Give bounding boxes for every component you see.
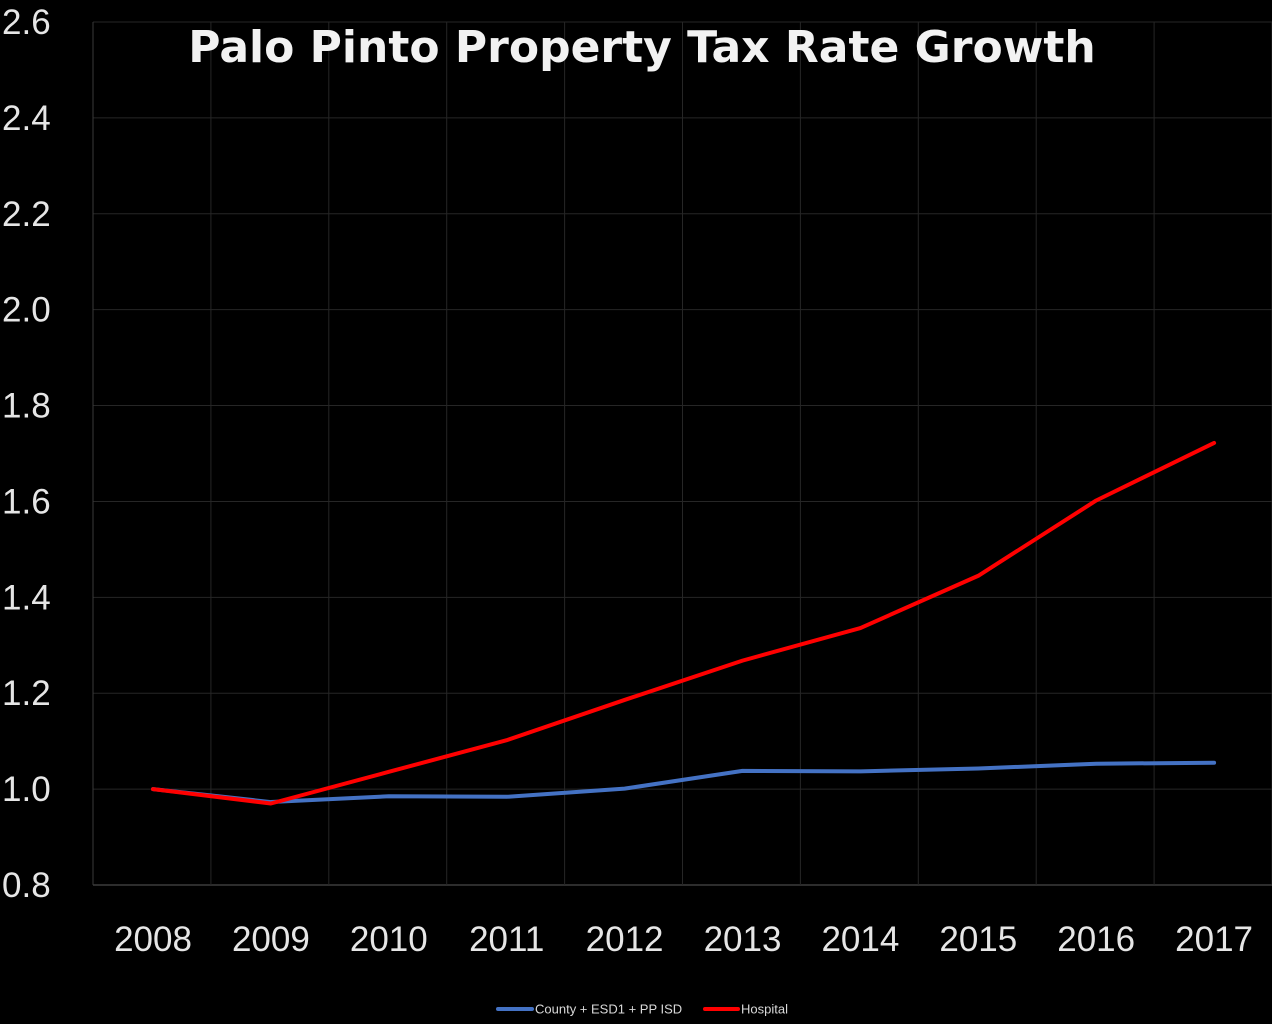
data-point: [859, 770, 862, 773]
y-axis-tick-labels: 0.8 1.0 1.2 1.4 1.6 1.8 2.0 2.2 2.4 2.6: [2, 3, 51, 905]
data-point: [623, 698, 626, 701]
legend-label: County + ESD1 + PP ISD: [535, 1002, 682, 1017]
data-point: [1095, 499, 1098, 502]
data-point: [859, 627, 862, 630]
x-tick-label: 2017: [1175, 920, 1253, 959]
y-tick-label: 1.4: [2, 578, 51, 617]
x-tick-label: 2008: [114, 920, 192, 959]
y-tick-label: 0.8: [2, 866, 51, 905]
legend-label: Hospital: [741, 1002, 788, 1017]
chart-title: Palo Pinto Property Tax Rate Growth: [188, 22, 1095, 73]
y-tick-label: 1.8: [2, 387, 51, 426]
gridlines: [92, 21, 1272, 886]
y-tick-label: 1.6: [2, 482, 51, 521]
data-point: [1095, 762, 1098, 765]
y-tick-label: 2.4: [2, 99, 51, 138]
series-line-hospital: [151, 440, 1217, 806]
data-point: [387, 770, 390, 773]
data-point: [1213, 441, 1216, 444]
x-tick-label: 2009: [232, 920, 310, 959]
x-tick-label: 2011: [469, 920, 544, 959]
y-tick-label: 1.2: [2, 674, 51, 713]
data-point: [623, 787, 626, 790]
x-axis-tick-labels: 2008 2009 2010 2011 2012 2013 2014 2015 2016 2017: [114, 920, 1253, 959]
x-tick-label: 2012: [586, 920, 664, 959]
y-tick-label: 2.2: [2, 195, 51, 234]
data-point: [152, 788, 155, 791]
y-tick-label: 2.6: [2, 3, 51, 42]
series-line-county-esd1-pp-isd: [151, 760, 1217, 805]
series-lines: [151, 440, 1217, 806]
data-point: [1213, 761, 1216, 764]
data-point: [269, 802, 272, 805]
data-point: [977, 574, 980, 577]
data-point: [977, 767, 980, 770]
data-point: [505, 739, 508, 742]
x-tick-label: 2010: [350, 920, 428, 959]
x-tick-label: 2014: [821, 920, 899, 959]
x-tick-label: 2016: [1057, 920, 1135, 959]
data-point: [741, 769, 744, 772]
x-tick-label: 2013: [704, 920, 782, 959]
y-tick-label: 1.0: [2, 770, 51, 809]
data-point: [505, 795, 508, 798]
data-point: [387, 795, 390, 798]
y-tick-label: 2.0: [2, 291, 51, 330]
legend: County + ESD1 + PP ISD Hospital: [496, 1002, 788, 1017]
data-point: [741, 659, 744, 662]
x-tick-label: 2015: [939, 920, 1017, 959]
